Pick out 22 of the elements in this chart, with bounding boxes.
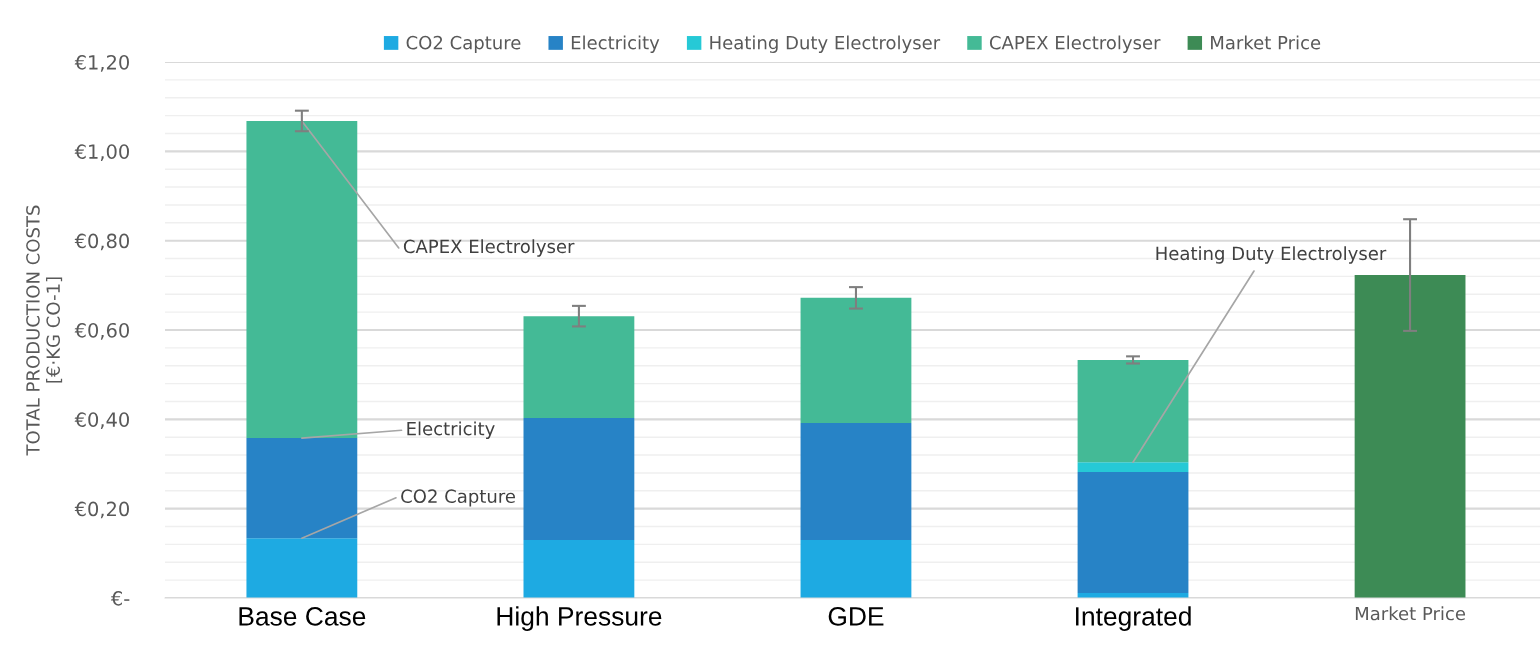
x-tick-label: Integrated: [1076, 606, 1191, 631]
legend-label: CAPEX Electrolyser: [989, 35, 1161, 53]
x-tick-label: High Pressure: [497, 606, 662, 631]
x-tick-label: Market Price: [1355, 606, 1466, 621]
annotation: CAPEX Electrolyser: [403, 239, 575, 257]
legend-label: Electricity: [571, 35, 660, 53]
y-tick-label: €1,00: [74, 144, 129, 161]
y-axis-title: TOTAL PRODUCTION COSTS [€·KG CO-1]: [26, 205, 63, 456]
annotation: Electricity: [407, 421, 495, 439]
y-tick-label: €-: [110, 590, 130, 606]
annotation: Heating Duty Electrolyser: [1156, 246, 1387, 264]
annotation: CO2 Capture: [401, 489, 515, 507]
legend-label: CO2 Capture: [406, 35, 521, 53]
legend-label: Heating Duty Electrolyser: [710, 35, 941, 53]
legend-label: Market Price: [1211, 35, 1321, 50]
y-tick-label: €0,20: [74, 501, 129, 519]
x-tick-label: GDE: [828, 607, 884, 626]
y-tick-label: €0,60: [74, 322, 129, 340]
y-tick-label: €0,80: [74, 233, 129, 251]
y-tick-label: €1,20: [74, 54, 129, 72]
x-tick-label: Base Case: [239, 607, 366, 626]
y-tick-label: €0,40: [74, 412, 129, 429]
